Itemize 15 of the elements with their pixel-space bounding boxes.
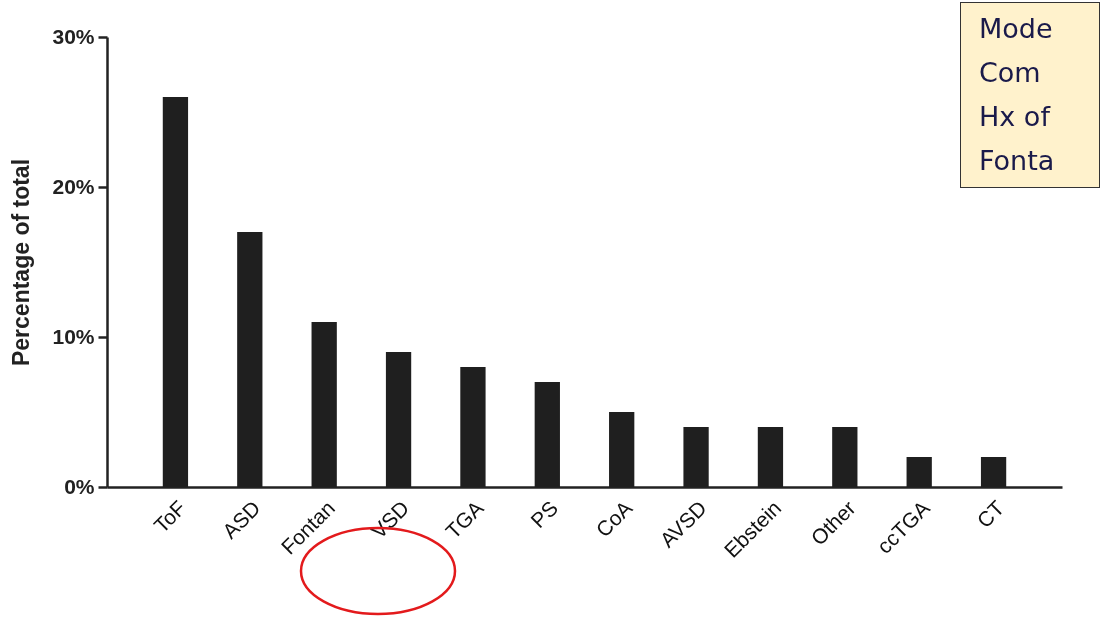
x-tick-label: TGA xyxy=(440,496,488,543)
y-tick-label: 30% xyxy=(52,24,95,48)
x-tick-label: VSD xyxy=(366,496,414,543)
annotation: Com xyxy=(979,56,1042,90)
x-tick-label: CoA xyxy=(591,496,637,542)
y-tick-label: 20% xyxy=(52,174,95,198)
annotation: Mode xyxy=(979,12,1054,46)
x-tick-label: PS xyxy=(526,496,563,533)
y-tick-label: 10% xyxy=(52,324,95,348)
x-tick-label: ToF xyxy=(149,496,191,538)
y-axis-title: Percentage of total xyxy=(8,158,35,367)
annotation: Fonta xyxy=(979,144,1056,178)
y-tick-label: 0% xyxy=(64,474,95,498)
annotation: Hx of xyxy=(979,100,1052,134)
x-tick-label: CT xyxy=(972,495,1009,533)
